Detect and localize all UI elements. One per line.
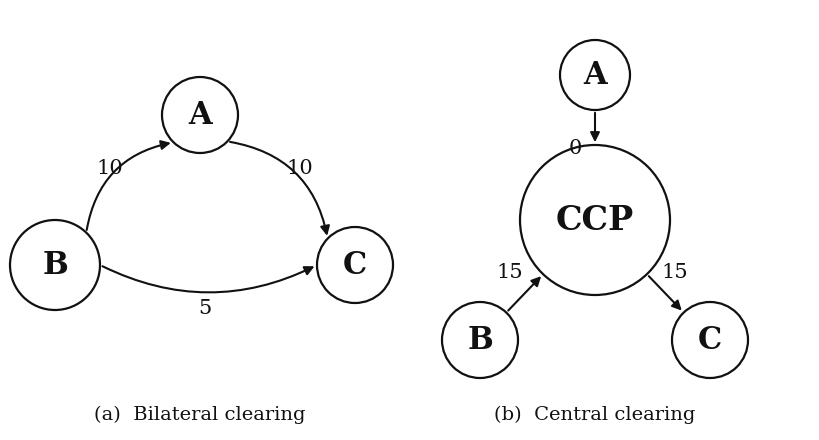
Circle shape xyxy=(162,77,238,153)
Circle shape xyxy=(10,220,100,310)
Circle shape xyxy=(317,227,392,303)
Text: C: C xyxy=(342,249,367,281)
FancyArrowPatch shape xyxy=(230,142,328,234)
Text: 15: 15 xyxy=(496,263,523,282)
Text: 10: 10 xyxy=(287,158,313,177)
Text: (b)  Central clearing: (b) Central clearing xyxy=(494,406,695,424)
Text: 5: 5 xyxy=(198,298,211,318)
Circle shape xyxy=(519,145,669,295)
Circle shape xyxy=(441,302,518,378)
Text: (a)  Bilateral clearing: (a) Bilateral clearing xyxy=(94,406,305,424)
Text: 10: 10 xyxy=(97,158,123,177)
Text: 15: 15 xyxy=(661,263,687,282)
Circle shape xyxy=(672,302,747,378)
Text: C: C xyxy=(697,325,722,356)
FancyArrowPatch shape xyxy=(508,278,539,311)
Circle shape xyxy=(559,40,629,110)
Text: B: B xyxy=(467,325,492,356)
Text: A: A xyxy=(188,99,211,131)
FancyArrowPatch shape xyxy=(102,266,312,293)
Text: A: A xyxy=(582,59,606,91)
Text: 0: 0 xyxy=(568,139,581,158)
FancyArrowPatch shape xyxy=(590,113,598,140)
FancyArrowPatch shape xyxy=(87,141,169,230)
Text: B: B xyxy=(42,249,68,281)
FancyArrowPatch shape xyxy=(648,276,679,309)
Text: CCP: CCP xyxy=(555,203,633,237)
